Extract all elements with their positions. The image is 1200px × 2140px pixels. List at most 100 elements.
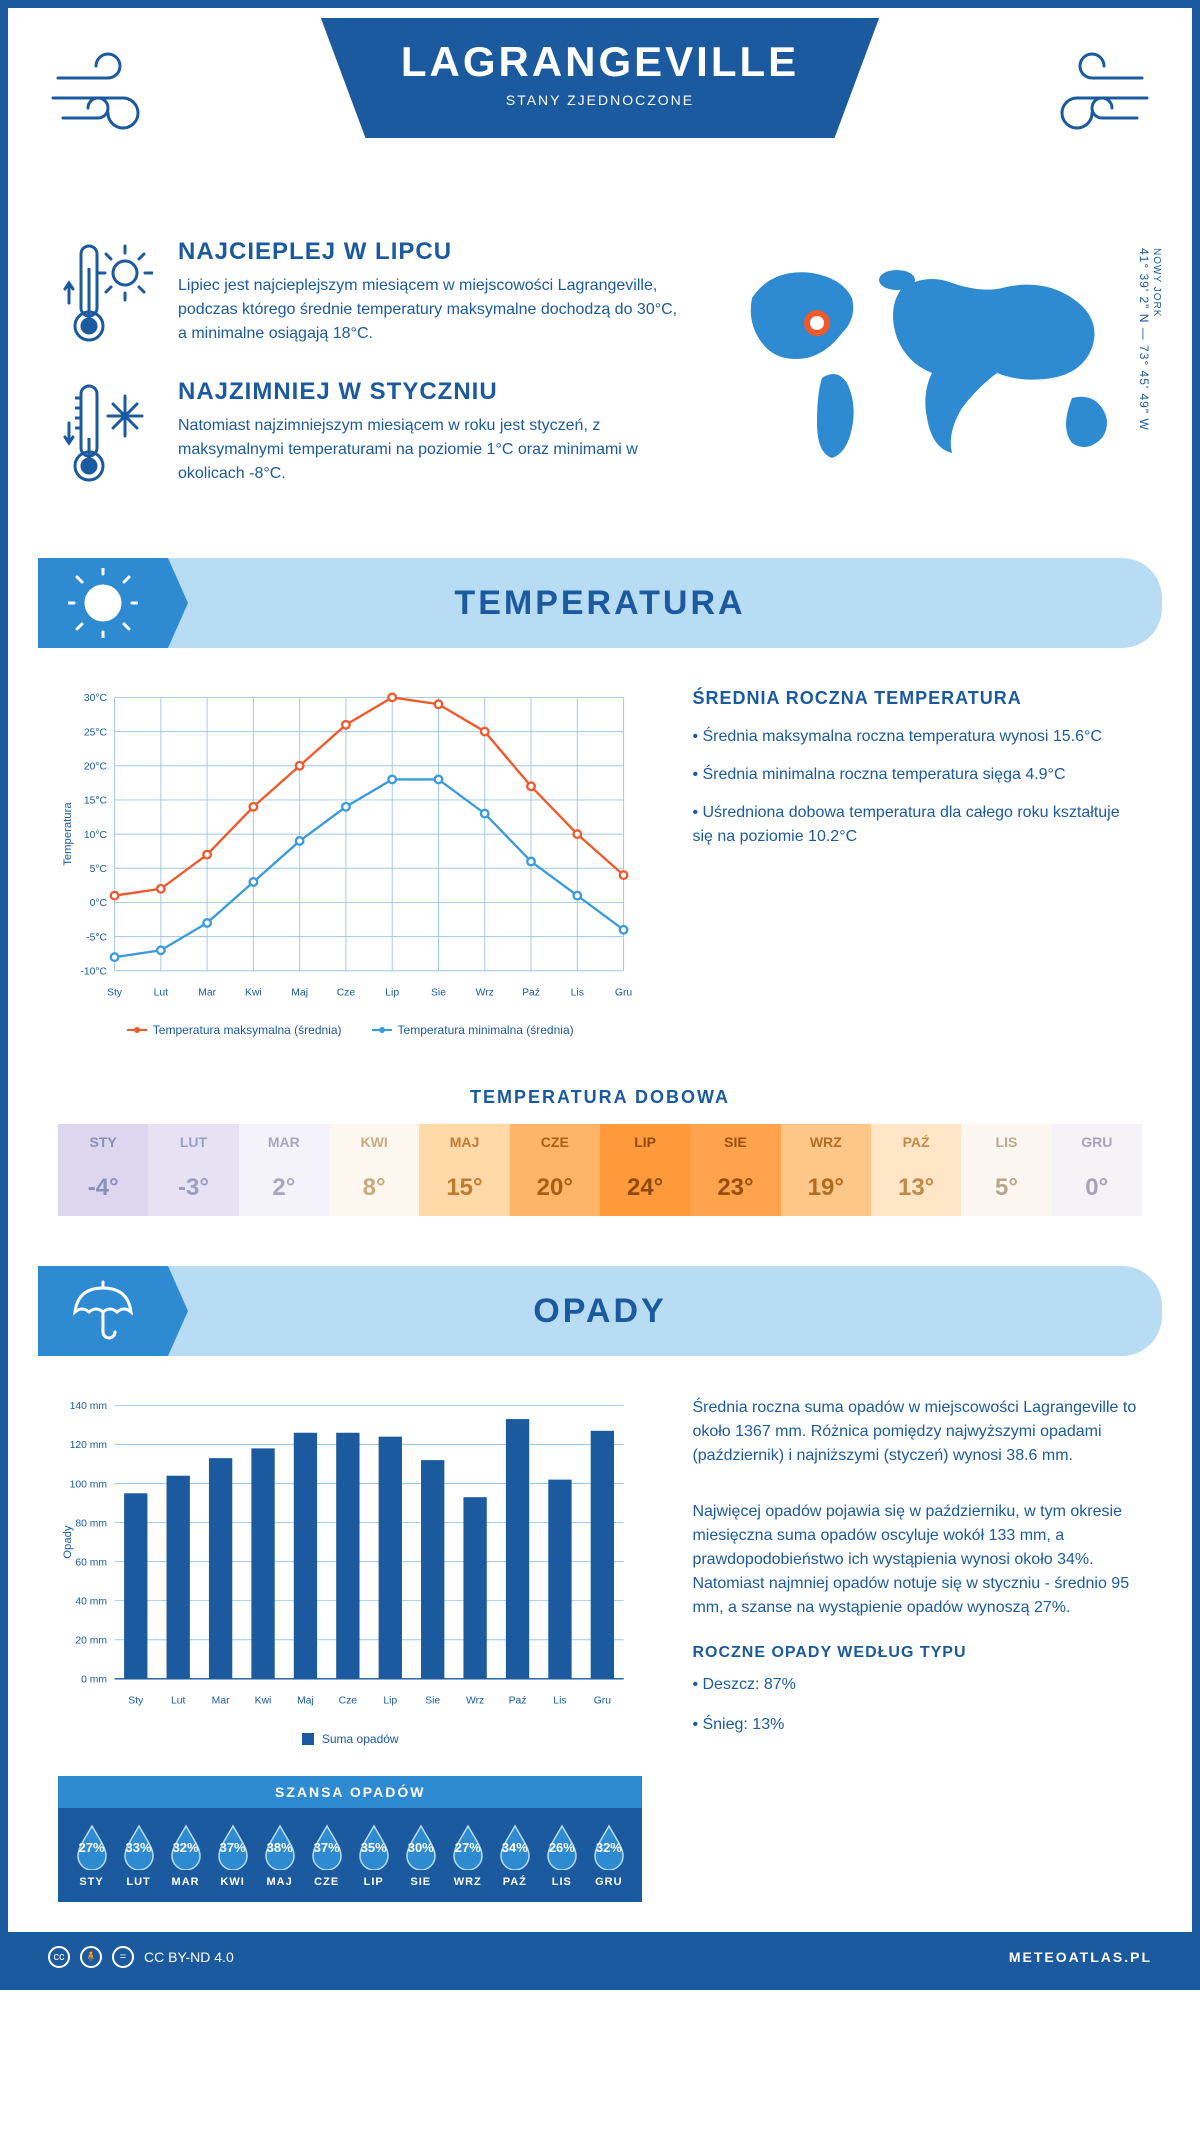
daily-value: 20° bbox=[510, 1160, 600, 1216]
legend-max: Temperatura maksymalna (średnia) bbox=[127, 1023, 342, 1037]
chance-month: WRZ bbox=[444, 1876, 491, 1888]
svg-text:Sie: Sie bbox=[425, 1696, 440, 1707]
page-title: LAGRANGEVILLE bbox=[401, 38, 799, 86]
svg-text:-5°C: -5°C bbox=[86, 932, 107, 943]
hot-heading: NAJCIEPLEJ W LIPCU bbox=[178, 238, 682, 266]
daily-cell: GRU 0° bbox=[1052, 1124, 1142, 1216]
wind-icon bbox=[48, 48, 168, 150]
daily-cell: MAJ 15° bbox=[419, 1124, 509, 1216]
chance-month: SIE bbox=[397, 1876, 444, 1888]
svg-text:Wrz: Wrz bbox=[466, 1696, 484, 1707]
chance-value: 32% bbox=[173, 1840, 199, 1855]
daily-temp-title: TEMPERATURA DOBOWA bbox=[8, 1087, 1192, 1108]
yearly-precip-type: ROCZNE OPADY WEDŁUG TYPU • Deszcz: 87% •… bbox=[692, 1644, 1142, 1737]
chance-month: KWI bbox=[209, 1876, 256, 1888]
raindrop-icon: 34% bbox=[495, 1822, 535, 1870]
coordinates: NOWY JORK 41° 39' 2" N — 73° 45' 49" W bbox=[1137, 248, 1162, 431]
chance-month: MAR bbox=[162, 1876, 209, 1888]
svg-text:40 mm: 40 mm bbox=[75, 1597, 107, 1608]
daily-value: 19° bbox=[781, 1160, 871, 1216]
by-icon: 🧍 bbox=[80, 1946, 102, 1968]
daily-month: CZE bbox=[510, 1124, 600, 1160]
daily-cell: KWI 8° bbox=[329, 1124, 419, 1216]
raindrop-icon: 26% bbox=[542, 1822, 582, 1870]
daily-value: 2° bbox=[239, 1160, 329, 1216]
world-map: NOWY JORK 41° 39' 2" N — 73° 45' 49" W bbox=[722, 238, 1142, 518]
legend-swatch bbox=[302, 1733, 314, 1745]
svg-text:Sty: Sty bbox=[107, 987, 123, 998]
wind-icon bbox=[1032, 48, 1152, 150]
svg-text:Mar: Mar bbox=[198, 987, 216, 998]
chance-month: LIS bbox=[538, 1876, 585, 1888]
svg-text:Opady: Opady bbox=[62, 1526, 74, 1560]
daily-value: 5° bbox=[961, 1160, 1051, 1216]
temperature-info: ŚREDNIA ROCZNA TEMPERATURA • Średnia mak… bbox=[692, 688, 1142, 1037]
rain-chance-title: SZANSA OPADÓW bbox=[58, 1776, 642, 1808]
svg-text:10°C: 10°C bbox=[84, 830, 108, 841]
page-subtitle: STANY ZJEDNOCZONE bbox=[401, 92, 799, 108]
license-text: CC BY-ND 4.0 bbox=[144, 1949, 234, 1965]
svg-text:30°C: 30°C bbox=[84, 693, 108, 704]
yearly-snow: • Śnieg: 13% bbox=[692, 1712, 1142, 1738]
footer: cc 🧍 = CC BY-ND 4.0 METEOATLAS.PL bbox=[8, 1932, 1192, 1982]
daily-month: MAR bbox=[239, 1124, 329, 1160]
svg-text:140 mm: 140 mm bbox=[70, 1402, 107, 1413]
temp-bullet: • Uśredniona dobowa temperatura dla całe… bbox=[692, 801, 1142, 849]
cold-text: Natomiast najzimniejszym miesiącem w rok… bbox=[178, 414, 682, 486]
sun-icon bbox=[38, 558, 168, 648]
daily-value: 13° bbox=[871, 1160, 961, 1216]
thermometer-cold-icon bbox=[58, 378, 158, 488]
temperature-line-chart: -10°C-5°C0°C5°C10°C15°C20°C25°C30°CStyLu… bbox=[58, 688, 642, 1037]
daily-value: 15° bbox=[419, 1160, 509, 1216]
daily-value: 24° bbox=[600, 1160, 690, 1216]
intro-section: NAJCIEPLEJ W LIPCU Lipiec jest najcieple… bbox=[8, 208, 1192, 558]
chance-cell: 37% KWI bbox=[209, 1822, 256, 1888]
precipitation-legend: Suma opadów bbox=[58, 1732, 642, 1746]
svg-text:Lut: Lut bbox=[171, 1696, 186, 1707]
chance-month: PAŹ bbox=[491, 1876, 538, 1888]
chance-cell: 33% LUT bbox=[115, 1822, 162, 1888]
daily-month: SIE bbox=[690, 1124, 780, 1160]
chance-cell: 26% LIS bbox=[538, 1822, 585, 1888]
daily-month: MAJ bbox=[419, 1124, 509, 1160]
chance-cell: 38% MAJ bbox=[256, 1822, 303, 1888]
daily-month: LIS bbox=[961, 1124, 1051, 1160]
daily-month: LUT bbox=[148, 1124, 238, 1160]
raindrop-icon: 35% bbox=[354, 1822, 394, 1870]
chance-cell: 34% PAŹ bbox=[491, 1822, 538, 1888]
region-label: NOWY JORK bbox=[1151, 248, 1162, 427]
svg-text:Lip: Lip bbox=[385, 987, 399, 998]
svg-text:Cze: Cze bbox=[337, 987, 356, 998]
precipitation-title: OPADY bbox=[533, 1292, 666, 1331]
yearly-rain: • Deszcz: 87% bbox=[692, 1672, 1142, 1698]
temp-bullet: • Średnia minimalna roczna temperatura s… bbox=[692, 763, 1142, 787]
daily-value: 8° bbox=[329, 1160, 419, 1216]
chance-cell: 27% STY bbox=[68, 1822, 115, 1888]
daily-cell: SIE 23° bbox=[690, 1124, 780, 1216]
svg-text:Sie: Sie bbox=[431, 987, 446, 998]
title-banner: LAGRANGEVILLE STANY ZJEDNOCZONE bbox=[321, 18, 879, 138]
svg-text:Sty: Sty bbox=[128, 1696, 144, 1707]
hot-text: Lipiec jest najcieplejszym miesiącem w m… bbox=[178, 274, 682, 346]
svg-text:Maj: Maj bbox=[297, 1696, 314, 1707]
svg-text:Lip: Lip bbox=[383, 1696, 397, 1707]
chance-value: 26% bbox=[549, 1840, 575, 1855]
chance-value: 34% bbox=[502, 1840, 528, 1855]
cc-icon: cc bbox=[48, 1946, 70, 1968]
raindrop-icon: 32% bbox=[166, 1822, 206, 1870]
daily-month: PAŹ bbox=[871, 1124, 961, 1160]
svg-text:100 mm: 100 mm bbox=[70, 1480, 107, 1491]
intro-text: NAJCIEPLEJ W LIPCU Lipiec jest najcieple… bbox=[58, 238, 682, 518]
rain-chance-box: SZANSA OPADÓW 27% STY 33% LUT 32% MAR 37… bbox=[58, 1776, 642, 1902]
svg-text:Maj: Maj bbox=[291, 987, 308, 998]
legend-min: Temperatura minimalna (średnia) bbox=[372, 1023, 574, 1037]
chance-cell: 32% MAR bbox=[162, 1822, 209, 1888]
temp-bullet: • Średnia maksymalna roczna temperatura … bbox=[692, 725, 1142, 749]
svg-text:Gru: Gru bbox=[594, 1696, 612, 1707]
yearly-type-heading: ROCZNE OPADY WEDŁUG TYPU bbox=[692, 1644, 1142, 1662]
svg-text:Lut: Lut bbox=[154, 987, 169, 998]
svg-text:15°C: 15°C bbox=[84, 796, 108, 807]
legend-max-label: Temperatura maksymalna (średnia) bbox=[153, 1023, 342, 1037]
chance-cell: 32% GRU bbox=[585, 1822, 632, 1888]
daily-cell: LIS 5° bbox=[961, 1124, 1051, 1216]
